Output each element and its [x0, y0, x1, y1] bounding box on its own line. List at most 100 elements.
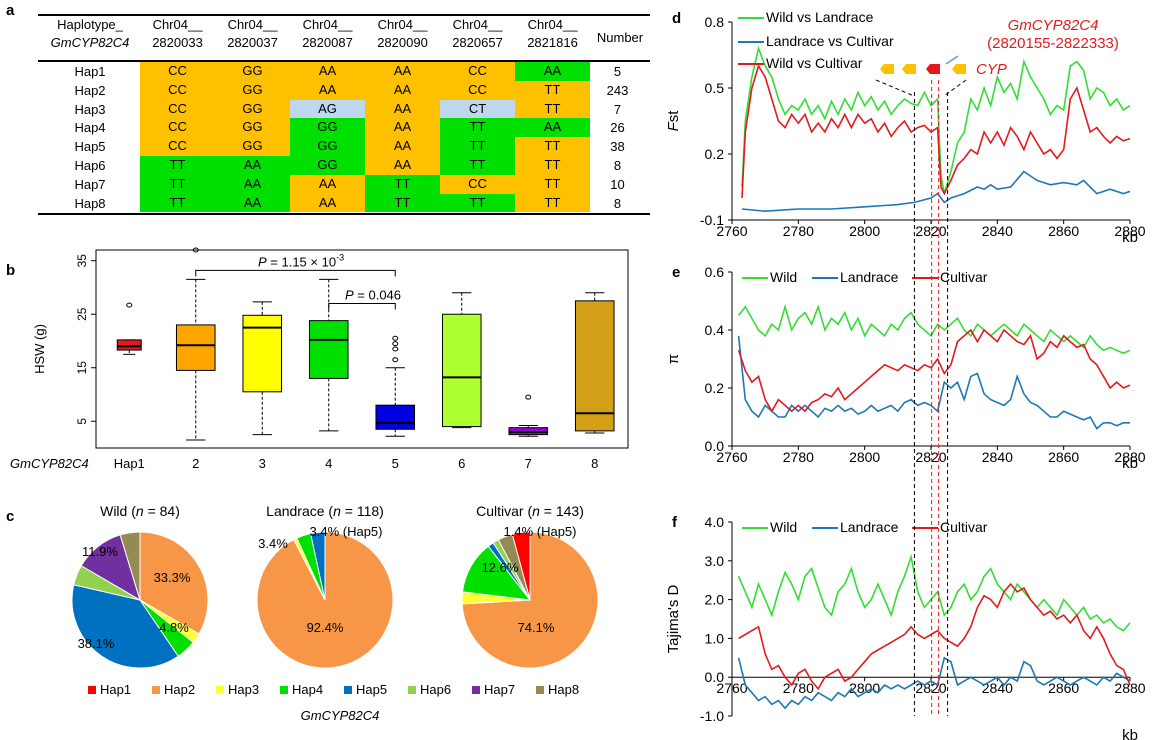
table-cell-allele: GG: [215, 118, 290, 138]
table-row-number: 5: [613, 64, 622, 79]
x-tick-label: 5: [392, 456, 399, 471]
panel-label-a: a: [6, 2, 15, 19]
table-cell-allele: AA: [365, 118, 440, 138]
pie-slice-label: 12.6%: [482, 560, 519, 575]
panel-label-f: f: [672, 514, 677, 531]
table-cell-allele: GG: [215, 62, 290, 81]
outlier: [392, 341, 399, 347]
table-cell-allele: AA: [515, 62, 590, 81]
table-cell-allele: TT: [440, 118, 515, 138]
table-cell-allele: TT: [515, 193, 590, 213]
legend-label: Cultivar: [940, 269, 988, 285]
legend-label: Hap3: [228, 682, 259, 697]
table-cell-allele: AA: [215, 174, 290, 194]
x-tick-label: 2800: [849, 449, 880, 465]
table-row-haplotype: Hap3: [74, 101, 106, 117]
table-cell-allele: AA: [515, 118, 590, 138]
box-plot: 5 15 25 35 HSW (g) GmCYP82C4 Hap1 2 3 4 5 6 7 8 P = 1.…: [10, 247, 629, 471]
table-cell-allele: CC: [140, 137, 215, 156]
table-cell-allele: GG: [290, 137, 365, 156]
y-tick-label: 0.8: [705, 14, 725, 30]
outlier: [525, 394, 532, 400]
legend-swatch: [344, 686, 352, 694]
table-cell-allele: TT: [140, 156, 215, 175]
header-snp-pos: 2820090: [377, 35, 428, 50]
y-tick-label: 2.0: [705, 592, 725, 608]
y-tick-label: 0.0: [705, 438, 725, 454]
y-tick-label: 0.4: [705, 322, 725, 338]
series-line: [737, 553, 1131, 632]
table-cell-allele: TT: [515, 99, 590, 119]
legend-label: Wild vs Cultivar: [766, 55, 863, 71]
legend-label: Landrace: [840, 519, 899, 535]
series-line: [741, 45, 1131, 194]
legend-label: Landrace: [840, 269, 899, 285]
x-tick-label: 2820: [915, 449, 946, 465]
table-row-haplotype: Hap5: [74, 139, 106, 155]
table-cell-allele: GG: [290, 118, 365, 138]
table-cell-allele: AA: [365, 99, 440, 119]
table-row-haplotype: Hap4: [74, 120, 106, 136]
box-hap-5: [375, 335, 416, 437]
x-tick-label: 2780: [783, 449, 814, 465]
table-cell-allele: CC: [140, 99, 215, 119]
x-tick-label: 6: [458, 456, 465, 471]
header-snp-chr: Chr04__: [452, 17, 503, 32]
x-tick-label: 2780: [783, 223, 814, 239]
table-cell-allele: TT: [515, 174, 590, 194]
panel-label-e: e: [672, 264, 681, 281]
pie-slice: [309, 531, 326, 601]
legend-label: Wild: [770, 269, 797, 285]
x-tick-label: 2: [192, 456, 199, 471]
legend-swatch: [216, 686, 224, 694]
header-snp-chr: Chr04__: [152, 17, 203, 32]
haplotype-table: Haplotype_ GmCYP82C4 Chr04__ 2820033 Chr04__…: [0, 0, 650, 235]
header-snp-chr: Chr04__: [302, 17, 353, 32]
series-line: [737, 656, 1131, 710]
table-cell-allele: CC: [140, 80, 215, 100]
table-row-number: 243: [606, 82, 629, 98]
y-tick-label: 0.2: [705, 146, 725, 162]
table-cell-allele: GG: [290, 156, 365, 175]
pie-title: Cultivar (n = 143): [476, 503, 584, 519]
table-cell-allele: AA: [290, 80, 365, 100]
pie-slice: [119, 531, 141, 601]
y-axis-label: Fst: [665, 110, 682, 132]
table-cell-allele: CC: [440, 174, 515, 194]
legend-label: Hap8: [548, 682, 579, 697]
x-tick-label: 2860: [1048, 223, 1079, 239]
x-tick-label: 7: [525, 456, 532, 471]
box-hap-8: [574, 292, 615, 434]
series-line: [741, 170, 1131, 213]
table-cell-allele: TT: [365, 193, 440, 213]
y-tick-label: -0.1: [700, 212, 724, 228]
zoom-line: [943, 79, 967, 97]
panel-label-d: d: [672, 10, 682, 27]
pie-slice-label: 74.1%: [518, 620, 555, 635]
header-snp-chr: Chr04__: [377, 17, 428, 32]
box-hap-1: [116, 302, 142, 355]
series-line: [737, 328, 1131, 413]
y-tick-label: 3.0: [705, 553, 725, 569]
y-tick-label: 5: [75, 418, 89, 425]
p-value-label: P = 0.046: [345, 288, 401, 303]
plot-frame: [95, 249, 629, 449]
legend-label: Landrace vs Cultivar: [766, 33, 894, 49]
table-cell-allele: GG: [215, 80, 290, 100]
table-cell-allele: TT: [140, 174, 215, 194]
x-tick-label: 2820: [915, 223, 946, 239]
y-tick-label: 0.2: [705, 380, 725, 396]
panel-label-b: b: [6, 262, 16, 279]
y-axis-label: Tajima's D: [665, 584, 682, 653]
y-tick-label: 1.0: [705, 630, 725, 646]
table-cell-allele: CC: [440, 80, 515, 100]
table-row-number: 10: [610, 176, 625, 192]
header-haplotype-line1: Haplotype_: [57, 17, 123, 32]
pie-slice-label: 33.3%: [154, 570, 191, 585]
table-cell-allele: GG: [215, 99, 290, 119]
series-line: [738, 582, 1131, 691]
x-tick-label: 2800: [849, 223, 880, 239]
x-tick-label: 2880: [1114, 223, 1145, 239]
x-tick-label: 4: [325, 456, 332, 471]
pie-slice: [71, 584, 179, 669]
